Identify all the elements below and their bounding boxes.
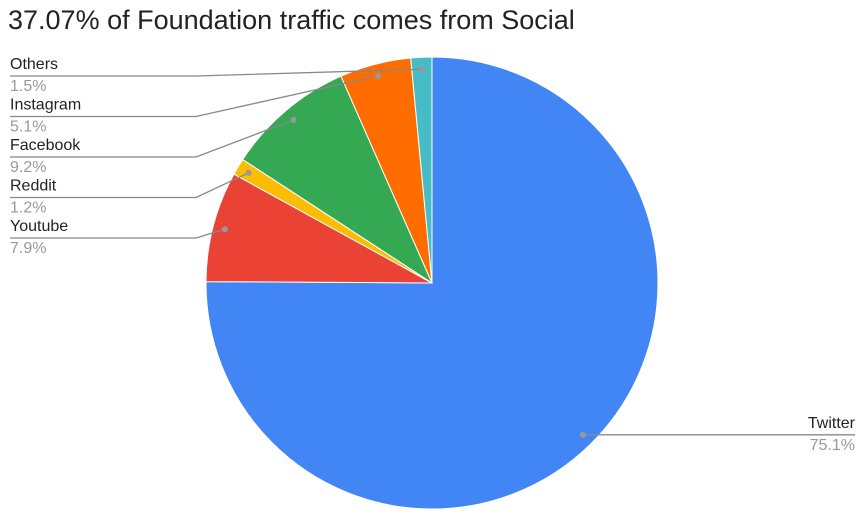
leader-dot — [221, 226, 228, 233]
slice-name: Reddit — [10, 178, 57, 195]
leader-line — [10, 119, 294, 158]
leader-line — [10, 75, 379, 118]
slice-name: Twitter — [808, 415, 856, 432]
leader-dot — [290, 116, 297, 123]
leader-line — [10, 172, 249, 199]
leader-dot — [245, 169, 252, 176]
slice-value: 9.2% — [10, 159, 46, 176]
slice-value: 75.1% — [810, 437, 855, 454]
leader-line — [10, 228, 226, 239]
pie-slice — [205, 56, 659, 510]
slice-value: 5.1% — [10, 119, 46, 136]
leader-dot — [579, 431, 586, 438]
pie-slice — [242, 75, 434, 285]
slice-value: 1.5% — [10, 78, 46, 95]
slice-value: 1.2% — [10, 200, 46, 217]
leader-line — [10, 68, 422, 77]
leader-dot — [375, 72, 382, 79]
slice-name: Instagram — [10, 97, 81, 114]
slice-name: Others — [10, 56, 58, 73]
chart-title: 37.07% of Foundation traffic comes from … — [8, 5, 575, 35]
leader-dot — [418, 66, 425, 73]
pie-slice — [205, 173, 433, 284]
slice-name: Youtube — [10, 218, 68, 235]
pie-slice — [410, 56, 433, 284]
slice-value: 7.9% — [10, 240, 46, 257]
slice-name: Facebook — [10, 137, 81, 154]
